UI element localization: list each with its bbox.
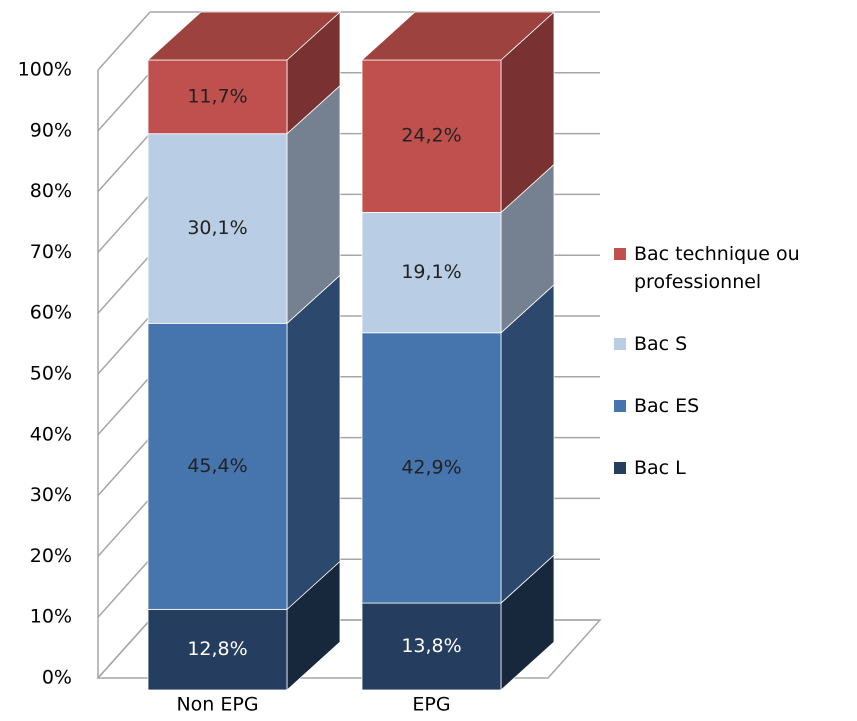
data-label: 12,8% xyxy=(187,638,247,660)
bar-side xyxy=(286,274,341,611)
legend: Bac technique ou professionnel Bac S Bac E… xyxy=(614,240,854,516)
legend-item: Bac ES xyxy=(614,392,854,420)
bar xyxy=(147,608,288,691)
y-tick-label: 100% xyxy=(18,59,72,81)
legend-label: Bac L xyxy=(634,457,686,479)
legend-swatch xyxy=(614,338,626,350)
data-label: 11,7% xyxy=(187,85,247,107)
bar xyxy=(147,133,288,324)
grid-line-side xyxy=(97,558,151,618)
grid-line-side xyxy=(97,376,151,436)
x-tick-label: Non EPG xyxy=(176,694,258,716)
data-label: 45,4% xyxy=(187,455,247,477)
y-tick-label: 40% xyxy=(30,423,72,445)
bar-top xyxy=(146,11,342,61)
y-tick-label: 50% xyxy=(30,363,72,385)
bar xyxy=(147,322,288,610)
grid-line-side xyxy=(97,133,151,193)
legend-item: Bac technique ou professionnel xyxy=(614,240,854,296)
legend-item: Bac S xyxy=(614,330,854,358)
y-tick-label: 20% xyxy=(30,545,72,567)
y-tick-label: 80% xyxy=(30,180,72,202)
y-tick-label: 10% xyxy=(30,606,72,628)
x-tick-label: EPG xyxy=(412,694,450,716)
y-tick-label: 0% xyxy=(42,667,72,689)
legend-label: Bac technique ou professionnel xyxy=(634,243,800,293)
grid-line-side xyxy=(97,619,151,679)
legend-swatch xyxy=(614,462,626,474)
bar xyxy=(361,212,502,334)
bar-top xyxy=(360,11,556,61)
bar xyxy=(361,332,502,604)
data-label: 24,2% xyxy=(401,125,461,147)
legend-swatch xyxy=(614,400,626,412)
grid-line-side xyxy=(97,254,151,314)
legend-swatch xyxy=(614,248,626,260)
legend-label: Bac ES xyxy=(634,395,700,417)
data-label: 13,8% xyxy=(401,635,461,657)
y-tick-label: 70% xyxy=(30,241,72,263)
data-label: 42,9% xyxy=(401,456,461,478)
bar xyxy=(361,59,502,213)
legend-item: Bac L xyxy=(614,454,854,482)
grid-line-side xyxy=(97,72,151,132)
bar-side xyxy=(500,283,555,604)
y-tick-label: 30% xyxy=(30,484,72,506)
grid-line-side xyxy=(97,437,151,497)
legend-label: Bac S xyxy=(634,333,688,355)
grid-line-side xyxy=(97,193,151,253)
grid-line-side xyxy=(97,315,151,375)
grid-line-side xyxy=(97,11,151,71)
y-tick-label: 90% xyxy=(30,119,72,141)
data-label: 30,1% xyxy=(187,217,247,239)
y-tick-label: 60% xyxy=(30,302,72,324)
data-label: 19,1% xyxy=(401,261,461,283)
grid-line-side xyxy=(97,497,151,557)
bar xyxy=(147,59,288,135)
